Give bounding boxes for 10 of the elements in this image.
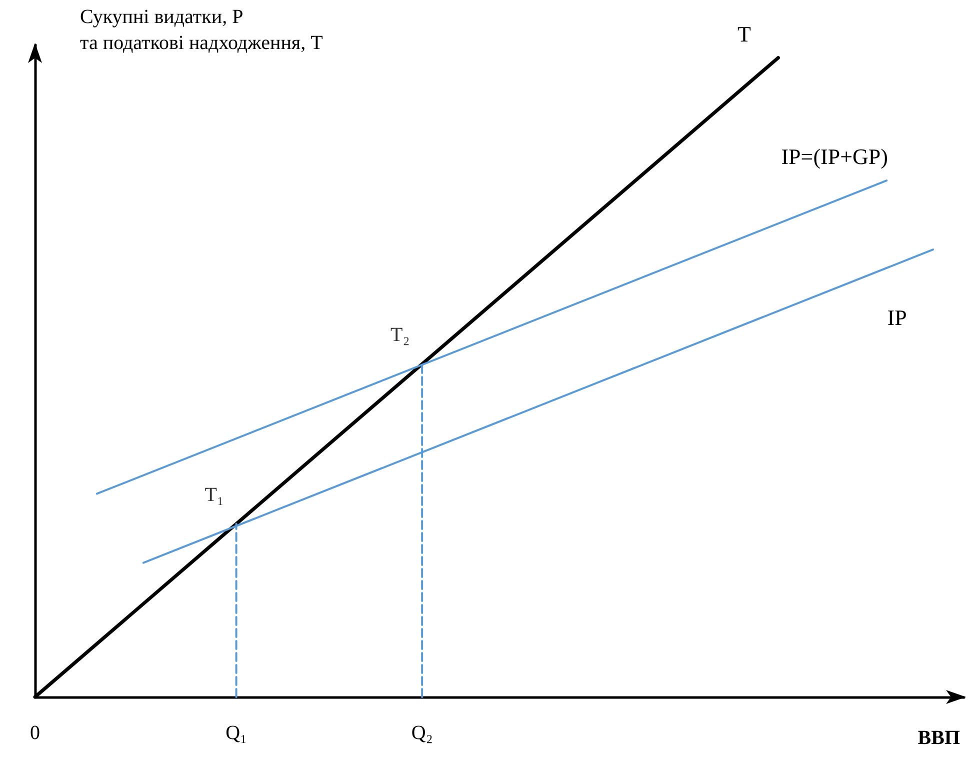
x-tick-label: Q₁: [226, 722, 247, 744]
annotation: T₂: [390, 324, 410, 346]
x-axis-title: ВВП: [918, 727, 960, 749]
annotation: T₁: [204, 484, 224, 506]
series-label: IP=(IP+GP): [781, 144, 888, 170]
y-axis-title: Сукупні видатки, Р та податкові надходження, Т: [80, 6, 323, 54]
x-tick-label: 0: [30, 722, 40, 744]
x-tick-label: Q₂: [411, 722, 433, 744]
series-label: IP: [887, 305, 907, 330]
series-label: T: [737, 21, 752, 46]
